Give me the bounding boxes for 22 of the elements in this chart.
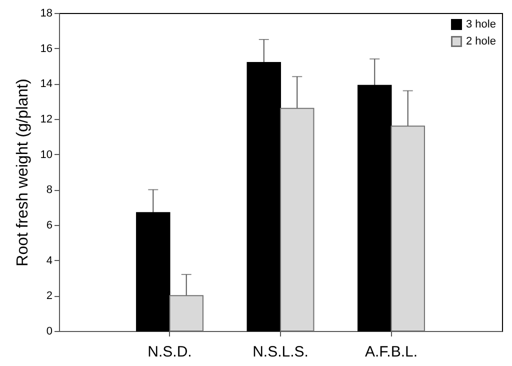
bar [358, 84, 392, 332]
y-tick-label: 8 [46, 184, 52, 196]
y-tick-label: 4 [46, 254, 52, 267]
y-tick-label: 10 [40, 148, 52, 161]
y-tick-label: 14 [40, 78, 52, 90]
y-tick-label: 0 [46, 326, 52, 338]
y-tick-label: 2 [46, 290, 52, 302]
bar [390, 126, 425, 332]
x-tick-label: N.S.D. [148, 344, 192, 360]
y-tick-label: 16 [40, 42, 52, 55]
y-tick-label: 12 [40, 114, 52, 126]
y-tick-label: 6 [46, 220, 52, 232]
bar [280, 108, 314, 332]
y-tick-label: 18 [40, 8, 52, 20]
x-tick-label: N.S.L.S. [252, 344, 308, 360]
legend-label: 3 hole [466, 18, 496, 30]
legend-label: 2 hole [466, 36, 496, 48]
bar [169, 295, 204, 332]
y-axis-title: Root fresh weight (g/plant) [14, 78, 32, 266]
x-tick-label: A.F.B.L. [364, 344, 418, 360]
bar [136, 212, 170, 332]
bar [246, 62, 281, 332]
